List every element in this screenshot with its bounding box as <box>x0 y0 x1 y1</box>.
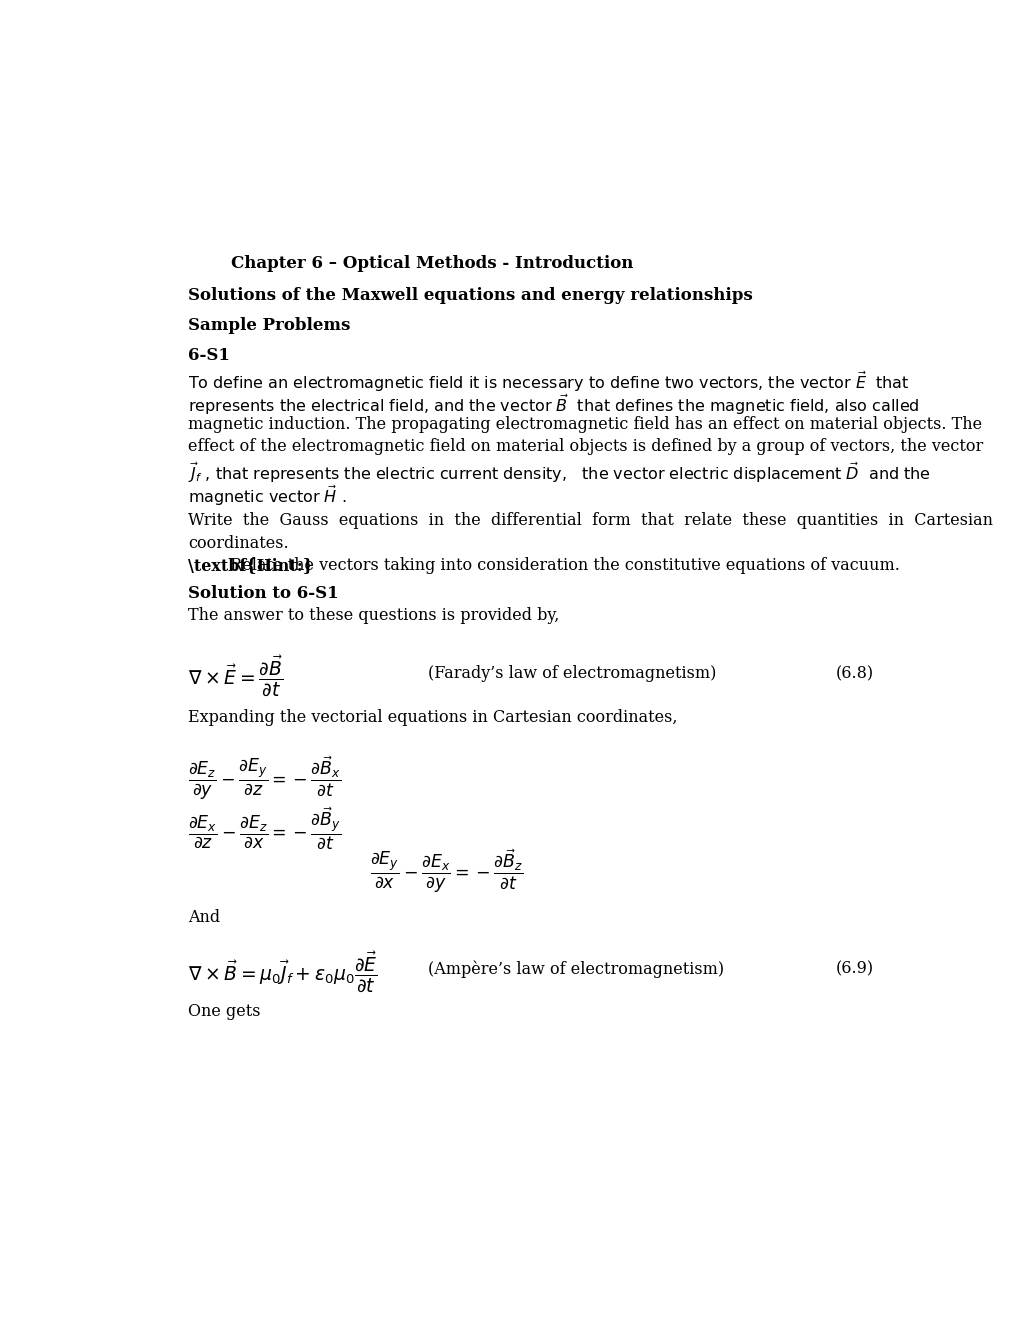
Text: (Farady’s law of electromagnetism): (Farady’s law of electromagnetism) <box>428 665 716 682</box>
Text: Solution to 6-S1: Solution to 6-S1 <box>187 585 338 602</box>
Text: Expanding the vectorial equations in Cartesian coordinates,: Expanding the vectorial equations in Car… <box>187 709 677 726</box>
Text: represents the electrical field, and the vector $\vec{\mathit{B}}$  that defines: represents the electrical field, and the… <box>187 393 919 417</box>
Text: $\dfrac{\partial E_z}{\partial y} - \dfrac{\partial E_y}{\partial z} = -\dfrac{\: $\dfrac{\partial E_z}{\partial y} - \dfr… <box>187 755 341 803</box>
Text: The answer to these questions is provided by,: The answer to these questions is provide… <box>187 607 558 624</box>
Text: Write  the  Gauss  equations  in  the  differential  form  that  relate  these  : Write the Gauss equations in the differe… <box>187 512 991 529</box>
Text: Chapter 6 – Optical Methods - Introduction: Chapter 6 – Optical Methods - Introducti… <box>230 255 633 272</box>
Text: $\dfrac{\partial E_y}{\partial x} - \dfrac{\partial E_x}{\partial y} = -\dfrac{\: $\dfrac{\partial E_y}{\partial x} - \dfr… <box>370 847 523 895</box>
Text: (6.8): (6.8) <box>835 665 873 682</box>
Text: \textbf{Hint:}: \textbf{Hint:} <box>187 557 313 574</box>
Text: (Ampère’s law of electromagnetism): (Ampère’s law of electromagnetism) <box>428 961 723 978</box>
Text: $\nabla \times \vec{B} = \mu_0 \vec{J}_f + \varepsilon_0\mu_0 \dfrac{\partial \v: $\nabla \times \vec{B} = \mu_0 \vec{J}_f… <box>187 949 377 994</box>
Text: magnetic induction. The propagating electromagnetic field has an effect on mater: magnetic induction. The propagating elec… <box>187 416 981 433</box>
Text: One gets: One gets <box>187 1003 260 1020</box>
Text: 6-S1: 6-S1 <box>187 347 229 364</box>
Text: Relate the vectors taking into consideration the constitutive equations of vacuu: Relate the vectors taking into considera… <box>225 557 899 574</box>
Text: And: And <box>187 909 220 927</box>
Text: Solutions of the Maxwell equations and energy relationships: Solutions of the Maxwell equations and e… <box>187 286 752 304</box>
Text: magnetic vector $\vec{\mathit{H}}$ .: magnetic vector $\vec{\mathit{H}}$ . <box>187 483 346 508</box>
Text: To define an electromagnetic field it is necessary to define two vectors, the ve: To define an electromagnetic field it is… <box>187 370 909 395</box>
Text: effect of the electromagnetic field on material objects is defined by a group of: effect of the electromagnetic field on m… <box>187 438 982 455</box>
Text: coordinates.: coordinates. <box>187 535 288 552</box>
Text: (6.9): (6.9) <box>835 961 873 978</box>
Text: $\dfrac{\partial E_x}{\partial z} - \dfrac{\partial E_z}{\partial x} = -\dfrac{\: $\dfrac{\partial E_x}{\partial z} - \dfr… <box>187 805 341 851</box>
Text: Sample Problems: Sample Problems <box>187 317 350 334</box>
Text: $\nabla \times \vec{E} = \dfrac{\partial \vec{B}}{\partial t}$: $\nabla \times \vec{E} = \dfrac{\partial… <box>187 653 282 698</box>
Text: $\vec{\mathit{J}}_f$ , that represents the electric current density,   the vecto: $\vec{\mathit{J}}_f$ , that represents t… <box>187 461 930 486</box>
